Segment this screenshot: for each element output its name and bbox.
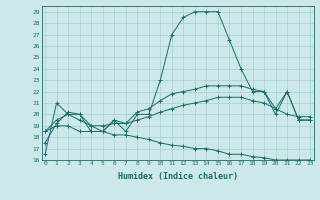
X-axis label: Humidex (Indice chaleur): Humidex (Indice chaleur)	[118, 172, 237, 181]
